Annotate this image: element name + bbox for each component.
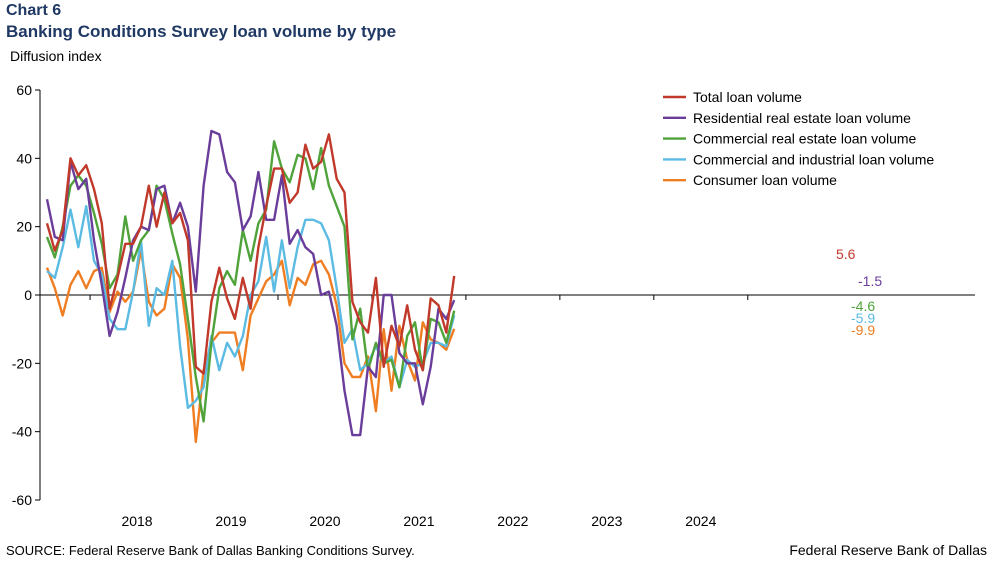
y-tick-label: -40 — [12, 424, 32, 440]
y-tick-label: 20 — [16, 219, 32, 235]
y-axis-unit-label: Diffusion index — [10, 48, 102, 64]
x-tick-label: 2019 — [215, 513, 246, 529]
legend-label: Commercial real estate loan volume — [693, 131, 917, 147]
series-line-1 — [45, 133, 456, 375]
series-line-3 — [45, 140, 456, 423]
y-tick-label: 60 — [16, 82, 32, 98]
x-tick-label: 2018 — [121, 513, 152, 529]
legend: Total loan volume Residential real estate… — [663, 89, 934, 188]
legend-label: Total loan volume — [693, 89, 802, 105]
y-tick-label: -20 — [12, 355, 32, 371]
end-label-1: 5.6 — [836, 246, 856, 262]
x-tick-label: 2020 — [309, 513, 340, 529]
end-label-4: -5.9 — [851, 310, 875, 326]
y-tick-label: 40 — [16, 150, 32, 166]
y-axis: 60 40 20 0 -20 -40 -60 — [12, 82, 41, 508]
series-lines — [45, 129, 456, 444]
legend-label: Residential real estate loan volume — [693, 110, 911, 126]
end-label-3: -4.6 — [851, 298, 875, 314]
y-tick-label: -60 — [12, 492, 32, 508]
end-label-2: -1.5 — [858, 273, 882, 289]
x-tick-label: 2022 — [497, 513, 528, 529]
legend-label: Commercial and industrial loan volume — [693, 151, 934, 167]
source-note: SOURCE: Federal Reserve Bank of Dallas B… — [6, 543, 415, 558]
chart-title: Banking Conditions Survey loan volume by… — [6, 22, 397, 41]
x-axis: 2018 2019 2020 2021 2022 2023 2024 — [40, 294, 975, 529]
legend-label: Consumer loan volume — [693, 172, 837, 188]
series-line-2 — [45, 129, 456, 437]
end-label-5: -9.9 — [851, 322, 875, 338]
chart-number: Chart 6 — [6, 2, 62, 19]
y-tick-label: 0 — [24, 287, 32, 303]
x-tick-label: 2024 — [685, 513, 716, 529]
credit-note: Federal Reserve Bank of Dallas — [789, 542, 987, 558]
x-tick-label: 2023 — [591, 513, 622, 529]
end-labels: 5.6-1.5 -4.6-5.9-9.9 — [836, 246, 882, 338]
x-tick-label: 2021 — [403, 513, 434, 529]
